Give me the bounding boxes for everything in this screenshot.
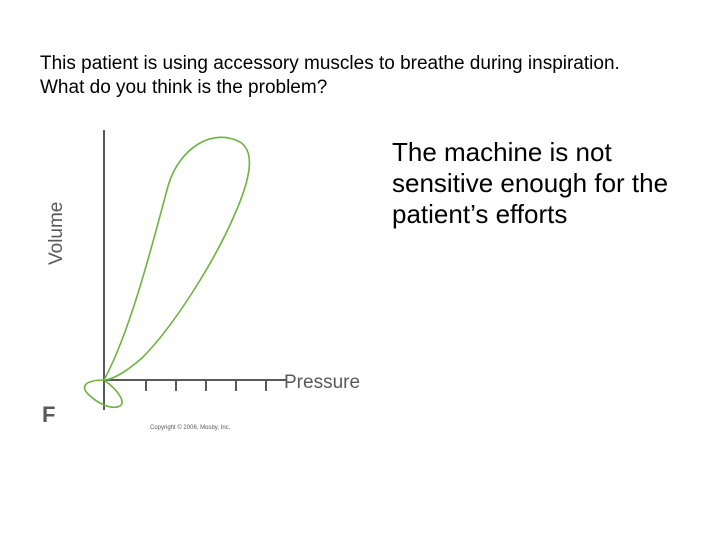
question-line-1: This patient is using accessory muscles … [40, 53, 620, 74]
y-axis-label: Volume [46, 202, 68, 265]
x-axis-label: Pressure [284, 372, 360, 394]
copyright-text: Copyright © 2006, Mosby, Inc. [150, 425, 230, 431]
panel-label: F [42, 402, 55, 428]
question-block: This patient is using accessory muscles … [40, 52, 680, 100]
answer-text: The machine is not sensitive enough for … [392, 137, 692, 231]
question-line-2: What do you think is the problem? [40, 77, 327, 98]
